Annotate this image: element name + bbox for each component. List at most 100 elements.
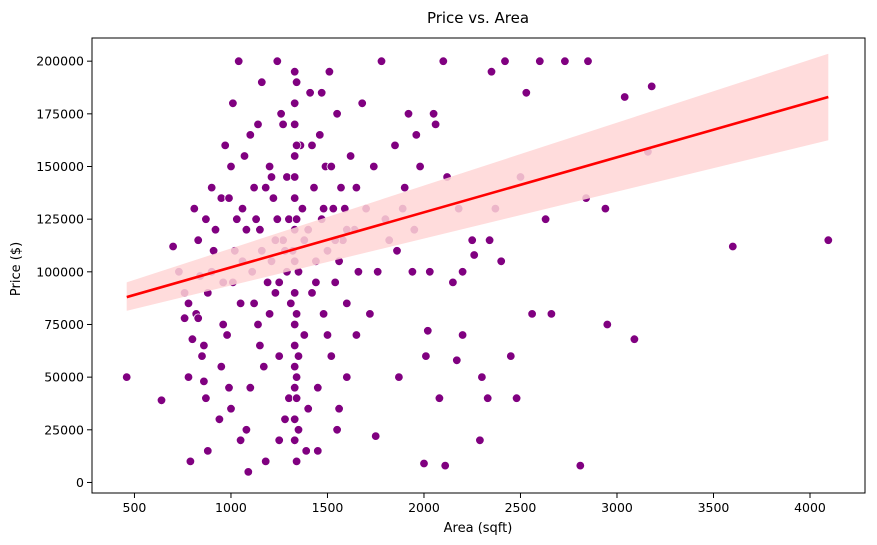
data-point (540, 214, 551, 224)
data-point (257, 77, 267, 87)
data-point (290, 172, 300, 182)
data-point (369, 161, 379, 172)
data-point (259, 361, 269, 372)
data-point (318, 309, 329, 319)
x-tick-label: 1500 (312, 500, 344, 515)
data-point (255, 224, 265, 235)
data-point (233, 56, 244, 66)
data-point (239, 151, 250, 161)
data-point (457, 267, 468, 277)
data-point (290, 435, 300, 446)
data-point (496, 256, 506, 267)
data-point (218, 319, 228, 330)
y-tick-label: 150000 (36, 159, 84, 174)
data-point (434, 393, 445, 403)
data-point (440, 460, 450, 471)
data-point (272, 214, 283, 224)
data-point (286, 298, 296, 309)
data-point (206, 182, 217, 193)
data-point (423, 326, 433, 336)
data-point (261, 456, 271, 467)
data-point (428, 109, 439, 119)
data-point (301, 446, 311, 456)
data-point (251, 214, 261, 224)
data-point (264, 309, 275, 319)
data-point (297, 203, 308, 214)
data-point (332, 425, 342, 435)
data-point (728, 241, 738, 252)
data-point (629, 334, 640, 344)
data-point (237, 203, 248, 214)
data-point (334, 404, 344, 414)
data-point (291, 77, 302, 87)
data-point (199, 376, 209, 387)
data-point (326, 351, 337, 361)
data-point (290, 151, 300, 161)
data-point (228, 98, 238, 109)
y-tick-label: 100000 (36, 264, 84, 279)
data-point (245, 130, 256, 140)
data-point (199, 340, 209, 351)
data-point (264, 161, 275, 172)
data-point (602, 319, 613, 330)
data-point (224, 193, 234, 203)
data-point (500, 56, 510, 66)
data-point (193, 235, 203, 245)
data-point (201, 214, 211, 224)
data-point (400, 182, 410, 193)
data-point (457, 330, 468, 340)
data-point (291, 214, 302, 224)
data-point (193, 313, 203, 323)
data-point (600, 203, 611, 214)
data-point (241, 425, 252, 435)
data-point (330, 277, 340, 288)
data-point (452, 355, 462, 366)
data-point (328, 203, 339, 214)
data-point (291, 140, 302, 151)
data-point (371, 431, 381, 441)
data-point (353, 267, 364, 277)
data-point (425, 267, 435, 277)
data-point (232, 214, 242, 224)
data-point (390, 140, 400, 151)
data-point (307, 288, 317, 298)
data-point (290, 383, 300, 393)
x-tick-label: 2500 (505, 500, 537, 515)
data-point (535, 56, 545, 66)
data-point (336, 182, 346, 193)
data-point (315, 130, 325, 140)
data-point (357, 98, 367, 109)
data-point (351, 182, 362, 193)
data-point (506, 351, 516, 361)
data-point (486, 66, 497, 77)
data-point (220, 140, 230, 151)
x-tick-label: 4000 (794, 500, 826, 515)
data-point (511, 393, 522, 403)
data-point (274, 435, 284, 446)
data-point (469, 250, 479, 260)
data-point (342, 298, 352, 309)
data-point (226, 404, 236, 414)
data-point (290, 119, 300, 130)
data-point (214, 414, 225, 425)
data-point (313, 383, 323, 393)
data-point (187, 334, 198, 344)
x-axis-title: Area (sqft) (444, 521, 513, 536)
data-point (291, 456, 302, 467)
data-point (224, 383, 234, 393)
data-point (521, 88, 532, 98)
data-point (290, 340, 300, 351)
data-point (270, 288, 281, 298)
data-point (168, 241, 178, 252)
data-point (438, 56, 449, 66)
y-tick-label: 175000 (36, 106, 84, 121)
data-point (403, 109, 414, 119)
data-point (583, 56, 593, 66)
x-tick-label: 1000 (215, 500, 247, 515)
data-point (290, 98, 300, 109)
y-tick-label: 25000 (44, 422, 84, 437)
data-point (477, 372, 487, 382)
x-tick-label: 2000 (408, 500, 440, 515)
confidence-band (126, 53, 829, 311)
data-point (392, 246, 402, 256)
